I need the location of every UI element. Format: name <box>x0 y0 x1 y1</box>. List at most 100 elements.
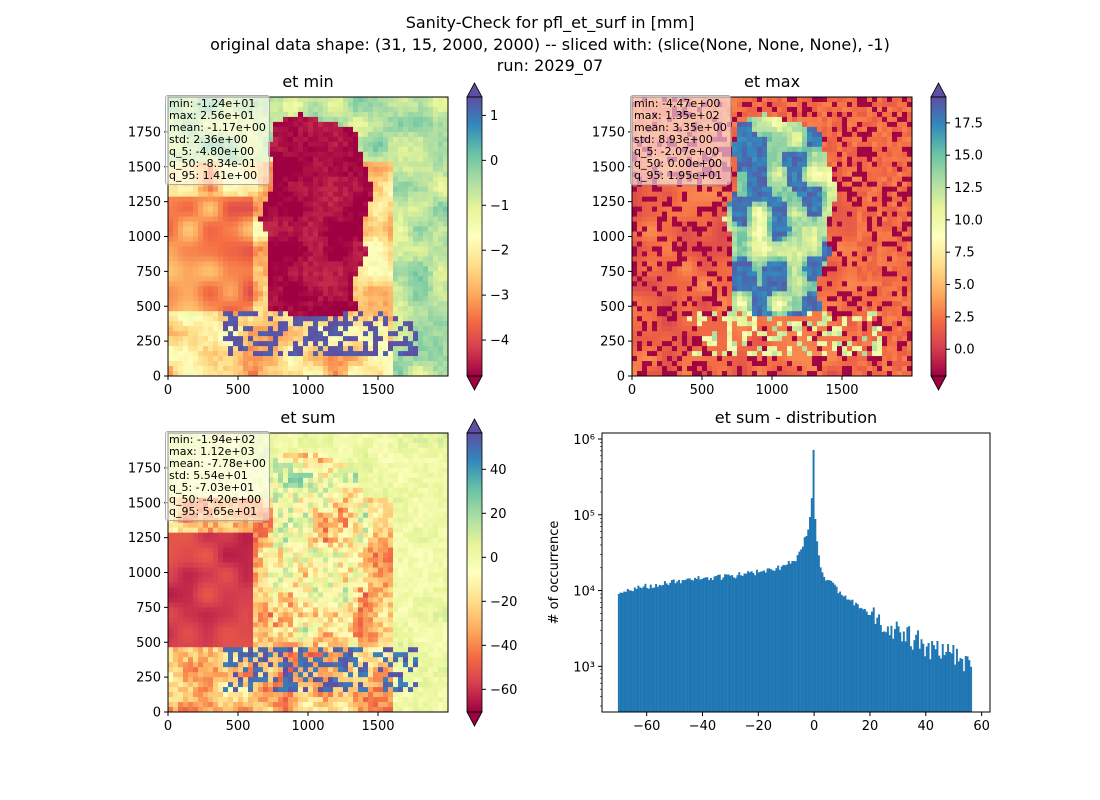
distribution-x-tick-label: −20 <box>745 719 772 734</box>
et-min-colorbar-tick-label: 1 <box>490 109 498 124</box>
histogram-bar <box>918 648 921 712</box>
stat-line: mean: 3.35e+00 <box>634 121 727 134</box>
histogram-bar <box>801 546 804 712</box>
et-max-colorbar-tick-label: 2.5 <box>954 310 975 325</box>
histogram-bar <box>743 573 746 712</box>
et-min-x-tick-label: 0 <box>164 383 172 398</box>
histogram-bar <box>816 541 819 712</box>
histogram-bar <box>694 577 696 712</box>
histogram-bar <box>725 574 728 712</box>
histogram-bar <box>948 651 951 712</box>
et-max-y-tick-label: 1000 <box>592 230 625 245</box>
et-max-x-tick-label: 1000 <box>755 383 788 398</box>
histogram-bar <box>692 580 695 712</box>
histogram-bar <box>679 583 682 712</box>
et-sum-x-tick-label: 500 <box>226 719 251 734</box>
histogram-bar <box>704 577 707 712</box>
et-sum-title: et sum <box>280 408 336 427</box>
et-sum-colorbar-extend-max <box>466 418 483 434</box>
histogram-bar <box>662 585 665 712</box>
et-max-colorbar-tick-label: 0.0 <box>954 343 975 358</box>
histogram-bar <box>826 579 829 712</box>
et-max-colorbar-frame <box>930 96 947 377</box>
histogram-bar <box>867 614 870 712</box>
histogram-bar <box>812 449 815 712</box>
histogram-bar <box>745 573 748 712</box>
et-min-stats-box: min: -1.24e+01 max: 2.56e+01 mean: -1.17… <box>165 95 270 185</box>
histogram-bar <box>950 653 953 712</box>
stat-line: std: 5.54e+01 <box>169 469 248 482</box>
et-sum-colorbar-tick-label: 20 <box>490 507 507 522</box>
histogram-bar <box>902 631 905 712</box>
et-sum-colorbar-tick-label: 40 <box>490 463 507 478</box>
histogram-bar <box>791 561 794 712</box>
histogram-bar <box>925 646 928 712</box>
histogram-bar <box>828 580 831 712</box>
stat-line: mean: -7.78e+00 <box>169 457 266 470</box>
histogram-bar <box>731 575 734 712</box>
et-sum-y-tick-label: 1500 <box>128 496 161 511</box>
histogram-bar <box>932 645 935 712</box>
stat-line: min: -1.94e+02 <box>169 433 256 446</box>
histogram-bar <box>856 604 859 712</box>
histogram-bar <box>961 659 964 712</box>
et-max-y-tick-label: 1500 <box>592 160 625 175</box>
distribution-x-tick-label: 60 <box>973 719 990 734</box>
histogram-bar <box>833 584 836 712</box>
histogram-bar <box>835 586 838 712</box>
distribution-axes-frame <box>601 432 991 713</box>
histogram-bar <box>947 644 950 712</box>
histogram-bar <box>839 591 842 712</box>
et-max-x-tick-label: 1500 <box>825 383 858 398</box>
histogram-bar <box>892 638 895 712</box>
histogram-bar <box>824 580 827 712</box>
histogram-bar <box>709 578 712 712</box>
histogram-bar <box>970 666 973 712</box>
et-min-colorbar-frame <box>466 96 483 377</box>
histogram-bar <box>945 651 948 712</box>
histogram-bar <box>954 664 957 712</box>
histogram-bar <box>858 608 861 712</box>
histogram-bar <box>658 584 661 712</box>
et-max-colorbar-tick-label: 12.5 <box>954 181 983 196</box>
histogram-bar <box>713 576 716 712</box>
histogram-bar <box>844 595 847 712</box>
histogram-bar <box>966 656 969 712</box>
histogram-bar <box>649 584 652 712</box>
et-sum-y-tick-label: 500 <box>136 636 161 651</box>
histogram-bar <box>619 592 622 712</box>
histogram-bar <box>855 602 858 712</box>
histogram-bar <box>913 640 916 712</box>
histogram-bar <box>952 645 955 712</box>
histogram-bar <box>934 649 937 712</box>
et-min-colorbar-tick-label: −3 <box>490 289 509 304</box>
et-sum-y-tick-label: 1250 <box>128 531 161 546</box>
histogram-bar <box>690 579 693 712</box>
histogram-bar <box>701 578 704 712</box>
et-min-y-tick-label: 500 <box>136 300 161 315</box>
et-max-y-tick-label: 250 <box>600 335 625 350</box>
histogram-bar <box>617 593 620 712</box>
histogram-bar <box>628 590 631 712</box>
histogram-bar <box>665 583 668 712</box>
stat-line: q_5: -7.03e+01 <box>169 481 255 494</box>
et-min-colorbar <box>467 97 482 376</box>
histogram-bar <box>752 572 755 712</box>
stat-line: min: -4.47e+00 <box>634 97 721 110</box>
histogram-bar <box>959 658 962 712</box>
et-sum-x-tick-label: 1000 <box>291 719 324 734</box>
stat-line: max: 2.56e+01 <box>169 109 255 122</box>
histogram-bar <box>847 599 850 712</box>
histogram-bar <box>777 565 780 712</box>
histogram-bar <box>651 587 654 712</box>
histogram-bar <box>683 580 686 712</box>
et-sum-y-tick-label: 1000 <box>128 566 161 581</box>
histogram-bar <box>676 581 679 712</box>
histogram-bar <box>695 578 698 712</box>
histogram-bar <box>823 576 826 712</box>
histogram-bar <box>778 569 781 712</box>
distribution-x-tick-label: −40 <box>689 719 716 734</box>
histogram-bar <box>755 569 758 712</box>
distribution-y-tick-label: 10⁵ <box>573 509 595 524</box>
et-max-stats-box: min: -4.47e+00 max: 1.35e+02 mean: 3.35e… <box>630 95 731 185</box>
